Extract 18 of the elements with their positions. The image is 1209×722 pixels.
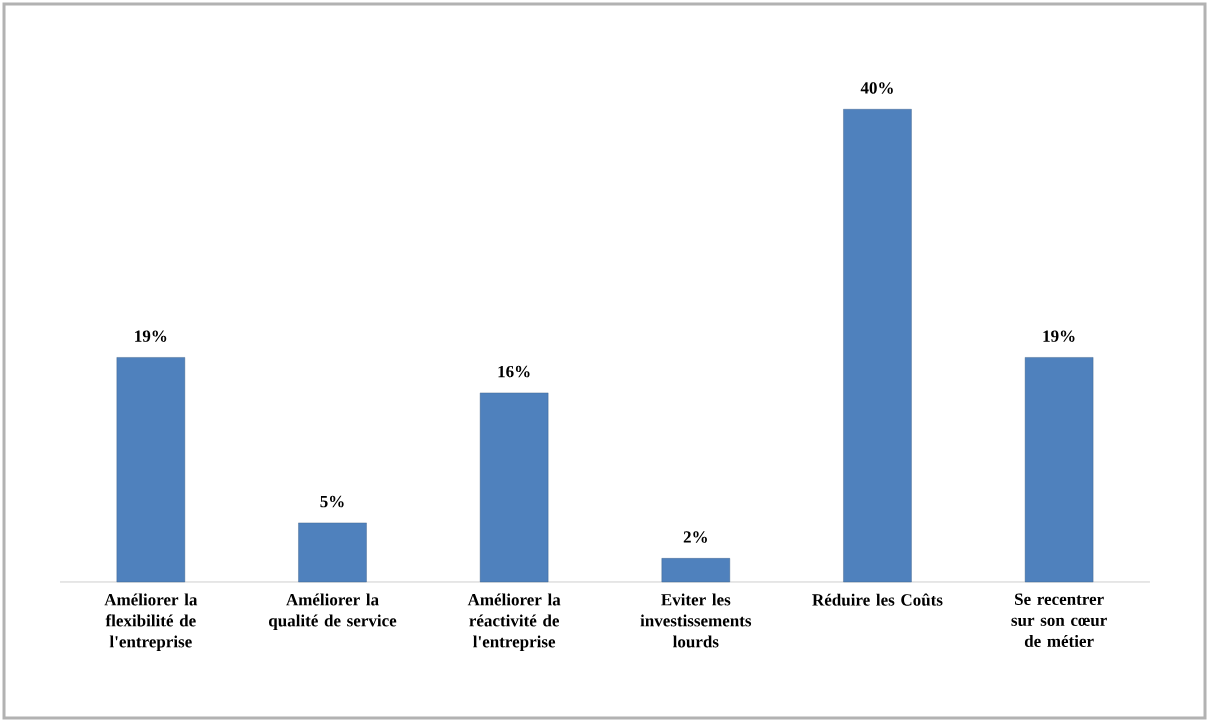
bar xyxy=(843,109,912,583)
x-tick-label: Eviter les investissements lourds xyxy=(640,593,752,648)
bar xyxy=(1024,357,1094,583)
data-label: 40% xyxy=(860,82,893,94)
bar xyxy=(661,558,730,583)
x-tick-label: Se recentrer sur son cœur de métier xyxy=(1011,593,1107,647)
x-tick-label: Réduire les Coûts xyxy=(812,593,943,606)
data-label: 16% xyxy=(498,365,530,378)
x-tick-label: Améliorer la réactivité de l'entreprise xyxy=(467,593,561,651)
data-label: 5% xyxy=(320,495,344,508)
x-tick-label: Améliorer la flexibilité de l'entreprise xyxy=(104,593,198,651)
bar xyxy=(116,357,186,583)
x-tick-label: Améliorer la qualité de service xyxy=(268,593,397,630)
bar xyxy=(479,392,549,583)
bar xyxy=(298,522,367,583)
data-label: 19% xyxy=(1043,330,1075,342)
data-label: 2% xyxy=(683,531,707,543)
data-label: 19% xyxy=(135,330,167,342)
